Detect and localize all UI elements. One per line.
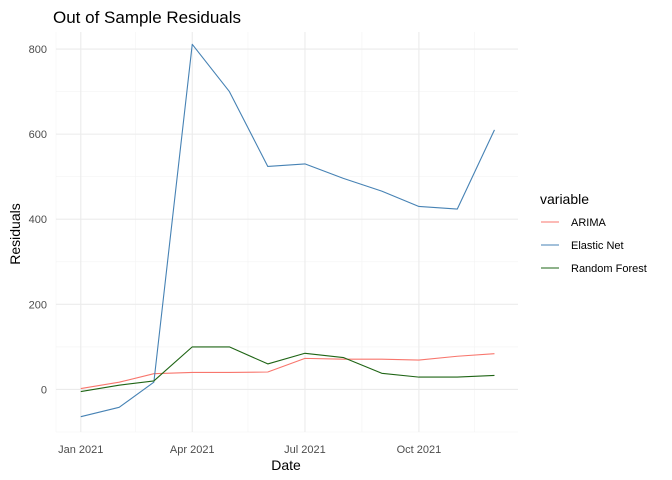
series-line-arima (80, 353, 495, 390)
x-tick-labels: Jan 2021 Apr 2021 Jul 2021 Oct 2021 (58, 444, 441, 456)
y-tick-label: 400 (29, 214, 47, 226)
series-line-random-forest (80, 346, 495, 393)
y-tick-label: 200 (29, 299, 47, 311)
legend-label: Random Forest (571, 263, 647, 275)
major-gridlines (56, 32, 518, 432)
y-tick-label: 600 (29, 129, 47, 141)
legend-items: ARIMA Elastic Net Random Forest (541, 217, 647, 275)
legend-label: Elastic Net (571, 240, 624, 252)
y-tick-label: 800 (29, 44, 47, 56)
series-lines (80, 43, 495, 418)
legend: variable ARIMA Elastic Net Random Forest (540, 191, 647, 275)
y-tick-labels: 0 200 400 600 800 (29, 44, 47, 396)
x-tick-label: Apr 2021 (170, 444, 215, 456)
y-axis-label: Residuals (7, 203, 23, 264)
x-axis-label: Date (271, 457, 301, 473)
x-tick-label: Jul 2021 (284, 444, 326, 456)
legend-title: variable (540, 191, 589, 207)
x-tick-label: Oct 2021 (397, 444, 442, 456)
legend-label: ARIMA (571, 217, 607, 229)
y-tick-label: 0 (41, 384, 47, 396)
x-tick-label: Jan 2021 (58, 444, 103, 456)
chart-title: Out of Sample Residuals (53, 8, 241, 27)
minor-gridlines (55, 32, 518, 433)
series-line-elastic-net (80, 43, 495, 418)
